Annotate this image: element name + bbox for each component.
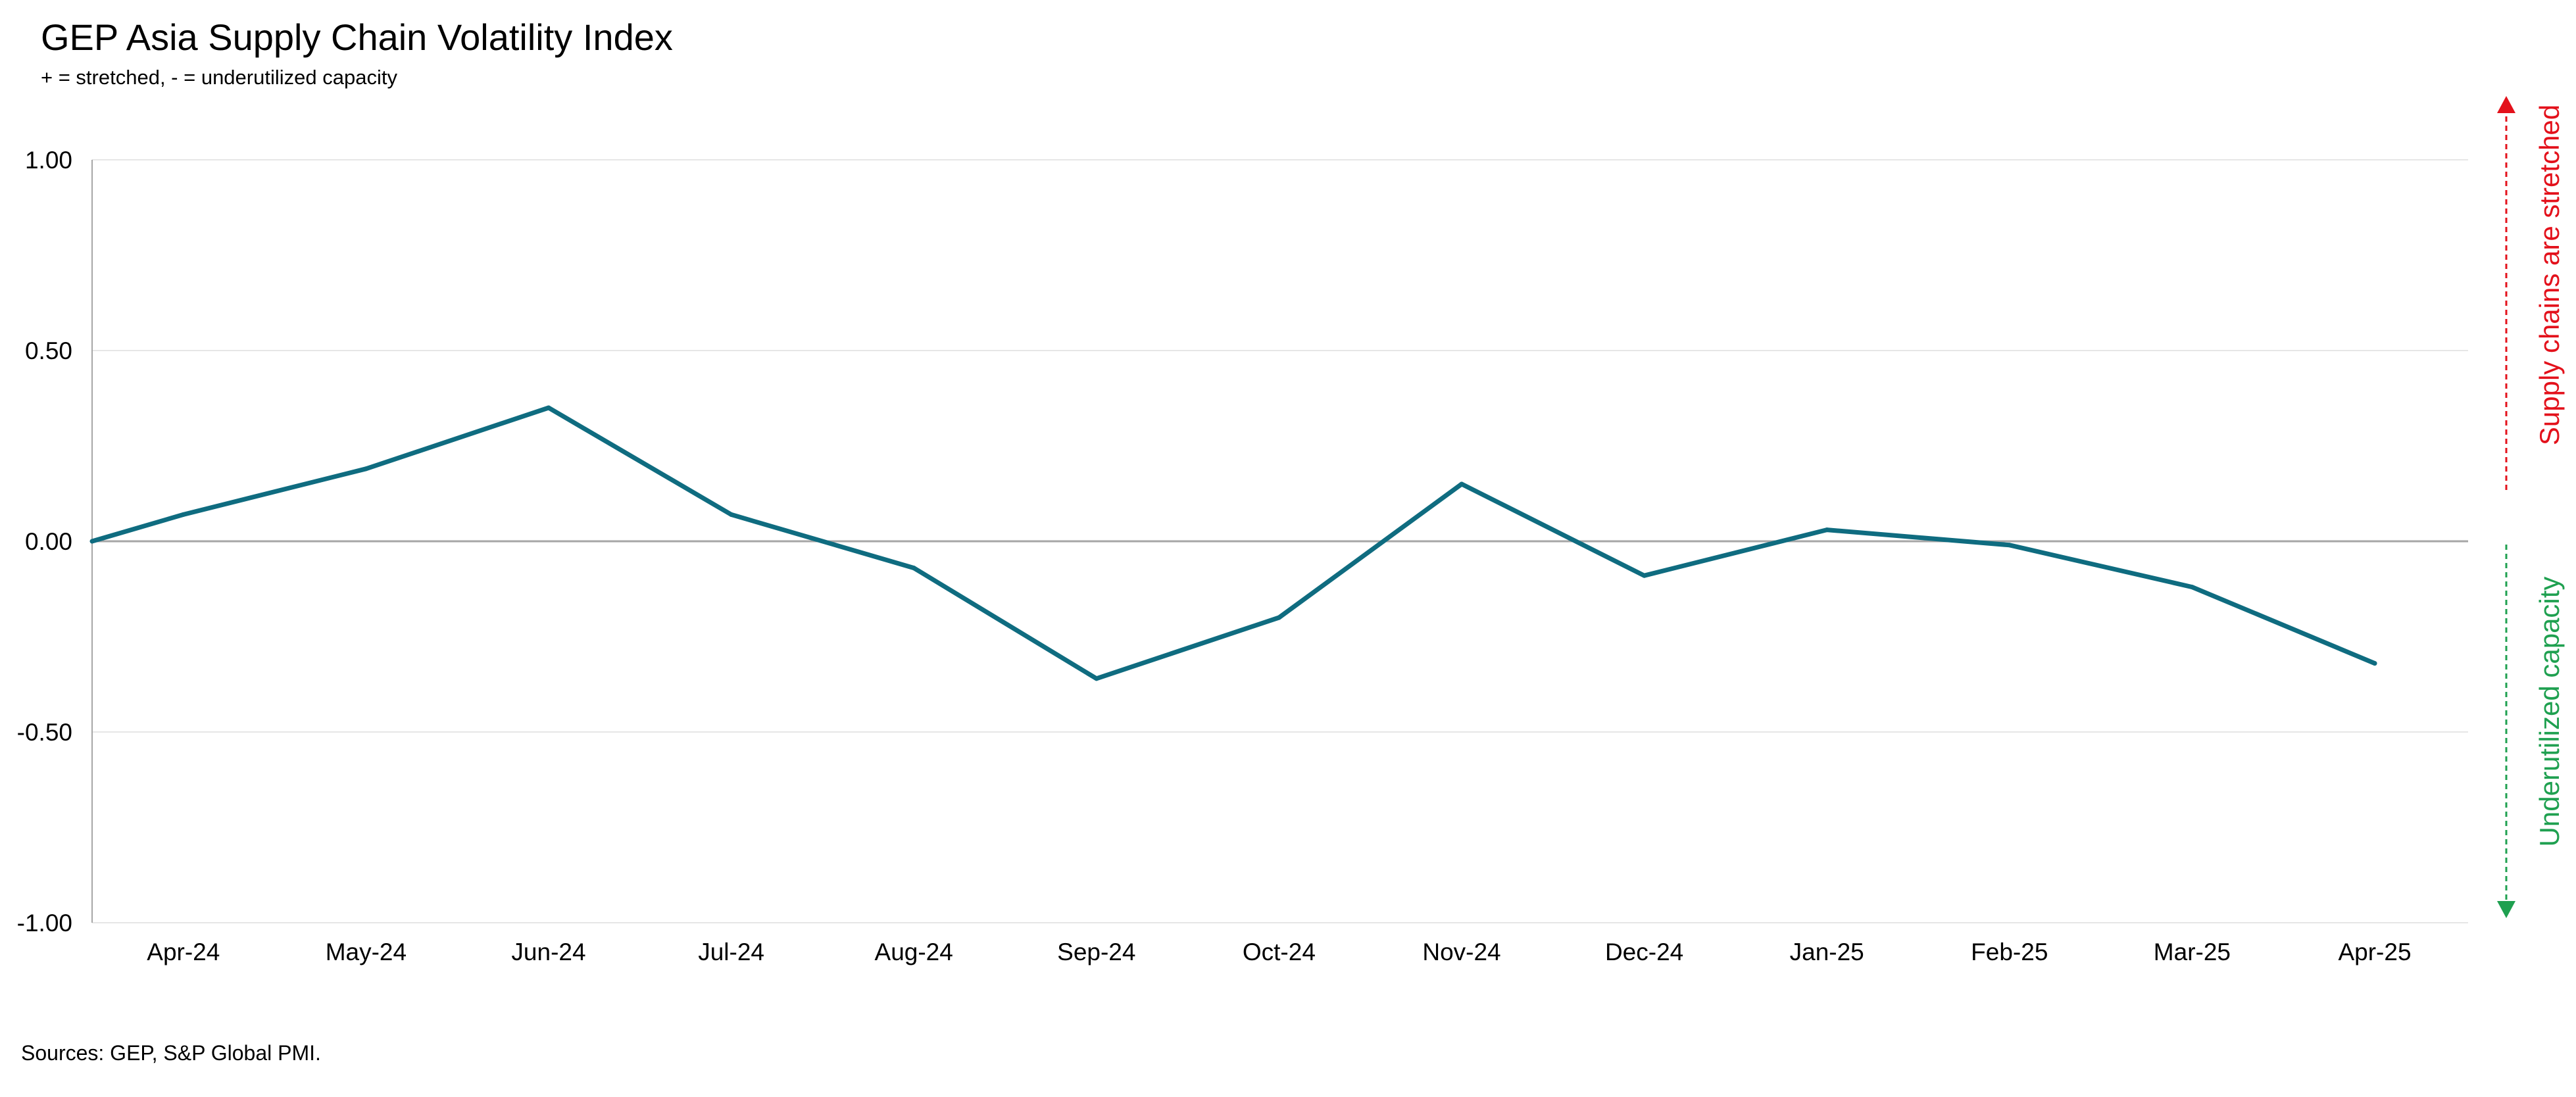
- x-axis-tick-labels: Apr-24 May-24 Jun-24 Jul-24 Aug-24 Sep-24 Oct-…: [147, 939, 2411, 965]
- y-axis-tick-labels: 1.00 0.50 0.00 -0.50 -1.00: [17, 147, 72, 937]
- x-tick-label: Aug-24: [875, 939, 953, 965]
- chart-title: GEP Asia Supply Chain Volatility Index: [41, 16, 673, 58]
- data-point: [181, 512, 186, 517]
- down-arrow-icon: [2497, 901, 2515, 918]
- x-tick-label: Sep-24: [1057, 939, 1135, 965]
- gridlines: [92, 159, 2468, 923]
- data-point: [1094, 676, 1099, 681]
- x-tick-label: Feb-25: [1971, 939, 2048, 965]
- data-point: [546, 405, 551, 410]
- x-tick-label: Dec-24: [1605, 939, 1683, 965]
- data-point: [2007, 543, 2012, 548]
- data-point: [2189, 585, 2194, 590]
- data-point: [363, 466, 368, 472]
- x-tick-label: May-24: [326, 939, 407, 965]
- y-tick-label: 0.50: [25, 337, 72, 364]
- series-line: [89, 405, 2377, 681]
- x-tick-label: Oct-24: [1243, 939, 1316, 965]
- data-point: [1459, 481, 1464, 487]
- y-tick-label: 1.00: [25, 147, 72, 174]
- x-tick-label: Apr-25: [2338, 939, 2411, 965]
- chart-subtitle: + = stretched, - = underutilized capacit…: [41, 66, 397, 89]
- data-point: [911, 566, 916, 571]
- underutilized-label: Underutilized capacity: [2534, 577, 2565, 847]
- x-tick-label: Mar-25: [2154, 939, 2231, 965]
- x-tick-label: Nov-24: [1422, 939, 1500, 965]
- x-tick-label: Jul-24: [698, 939, 764, 965]
- series-layer: [89, 405, 2377, 681]
- x-tick-label: Jun-24: [511, 939, 585, 965]
- data-point: [1642, 573, 1647, 578]
- data-point: [2372, 661, 2377, 666]
- y-tick-label: 0.00: [25, 528, 72, 555]
- data-point: [729, 512, 734, 517]
- up-arrow-icon: [2497, 96, 2515, 113]
- data-point: [1824, 527, 1829, 533]
- stretched-label: Supply chains are stretched: [2534, 105, 2565, 445]
- data-point: [1276, 615, 1281, 620]
- y-tick-label: -0.50: [17, 719, 72, 746]
- underutilized-indicator: Underutilized capacity: [2497, 545, 2565, 918]
- source-note: Sources: GEP, S&P Global PMI.: [21, 1041, 321, 1065]
- x-tick-label: Apr-24: [147, 939, 220, 965]
- y-tick-label: -1.00: [17, 910, 72, 937]
- x-tick-label: Jan-25: [1790, 939, 1864, 965]
- stretched-indicator: Supply chains are stretched: [2497, 96, 2565, 490]
